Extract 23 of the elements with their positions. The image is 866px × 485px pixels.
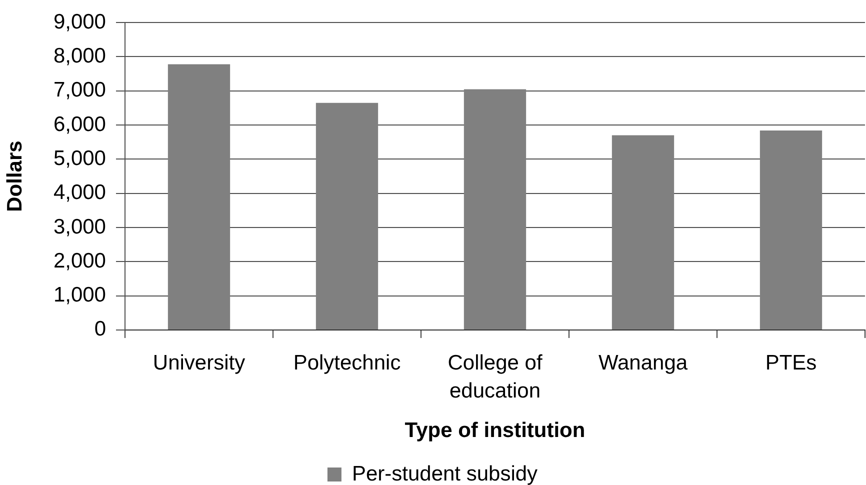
y-tick-label: 0 [94, 318, 106, 341]
x-tick-label: Polytechnic [293, 352, 401, 375]
bar [612, 135, 674, 330]
x-tick-label: University [152, 352, 246, 375]
y-tick-label: 6,000 [53, 112, 106, 136]
y-tick-label: 8,000 [53, 44, 106, 68]
legend-label: Per-student subsidy [352, 462, 538, 485]
x-axis-title: Type of institution [404, 419, 586, 442]
y-tick-label: 1,000 [53, 284, 106, 307]
bar [316, 102, 378, 330]
bar [168, 64, 230, 330]
y-axis-title: Dollars [3, 140, 26, 212]
bar [464, 89, 526, 330]
y-tick-label: 2,000 [53, 249, 106, 272]
y-tick-label: 7,000 [53, 78, 106, 102]
y-tick-label: 3,000 [53, 215, 106, 238]
y-tick-label: 9,000 [53, 10, 106, 34]
x-tick-label: PTEs [765, 352, 817, 375]
bar [760, 130, 822, 330]
y-tick-label: 4,000 [53, 181, 106, 204]
x-tick-label: College of education [448, 352, 542, 403]
y-tick-label: 5,000 [53, 146, 106, 170]
x-tick-label: Wananga [598, 352, 688, 375]
